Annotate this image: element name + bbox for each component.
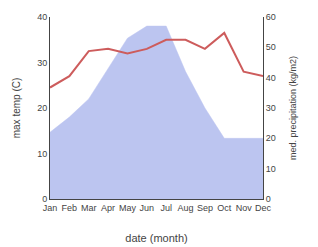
svg-text:Feb: Feb bbox=[62, 203, 78, 213]
svg-text:Oct: Oct bbox=[217, 203, 232, 213]
svg-text:10: 10 bbox=[37, 149, 47, 159]
svg-text:Sep: Sep bbox=[197, 203, 213, 213]
svg-text:40: 40 bbox=[266, 73, 276, 83]
svg-text:0: 0 bbox=[266, 194, 271, 204]
svg-text:20: 20 bbox=[37, 103, 47, 113]
svg-text:Jun: Jun bbox=[140, 203, 155, 213]
svg-text:Mar: Mar bbox=[81, 203, 97, 213]
svg-text:med. precipitation (kg/m2): med. precipitation (kg/m2) bbox=[288, 56, 298, 160]
svg-text:Jan: Jan bbox=[43, 203, 58, 213]
svg-text:30: 30 bbox=[266, 103, 276, 113]
svg-text:60: 60 bbox=[266, 12, 276, 22]
svg-text:0: 0 bbox=[42, 194, 47, 204]
svg-text:May: May bbox=[119, 203, 137, 213]
svg-text:max temp (C): max temp (C) bbox=[11, 78, 22, 139]
svg-text:Apr: Apr bbox=[101, 203, 115, 213]
svg-text:Aug: Aug bbox=[178, 203, 194, 213]
svg-text:20: 20 bbox=[266, 133, 276, 143]
svg-text:10: 10 bbox=[266, 164, 276, 174]
svg-text:50: 50 bbox=[266, 42, 276, 52]
svg-text:Dec: Dec bbox=[255, 203, 272, 213]
svg-text:40: 40 bbox=[37, 12, 47, 22]
svg-text:Nov: Nov bbox=[236, 203, 253, 213]
svg-text:date (month): date (month) bbox=[125, 232, 187, 244]
svg-text:Jul: Jul bbox=[160, 203, 172, 213]
svg-text:30: 30 bbox=[37, 58, 47, 68]
